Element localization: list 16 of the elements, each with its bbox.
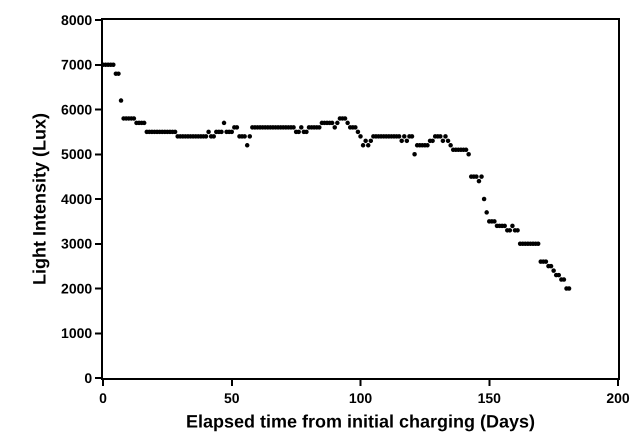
x-tick-label: 50	[224, 390, 240, 406]
y-tick-label: 7000	[61, 56, 92, 73]
y-tick-label: 8000	[61, 12, 92, 28]
x-tick-label: 0	[99, 390, 108, 406]
x-tick-label: 150	[478, 390, 502, 406]
y-tick-label: 5000	[61, 146, 92, 162]
y-tick-label: 4000	[61, 190, 92, 207]
y-tick-label: 0	[84, 370, 92, 386]
x-axis-title: Elapsed time from initial charging (Days)	[186, 411, 536, 432]
x-tick-label: 200	[606, 390, 630, 406]
x-tick-label: 100	[348, 390, 372, 406]
y-tick-label: 3000	[61, 236, 92, 252]
y-tick-label: 6000	[61, 101, 92, 118]
y-axis-title: Light Intensity (Lux)	[30, 113, 50, 285]
y-tick-label: 2000	[61, 280, 92, 296]
y-tick-label: 1000	[61, 325, 92, 342]
